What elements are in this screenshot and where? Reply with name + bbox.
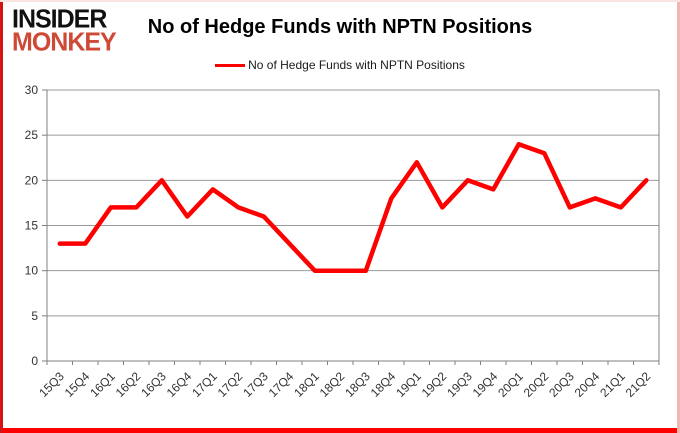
x-axis-label: 16Q1 — [87, 369, 118, 400]
x-axis-label: 17Q3 — [240, 369, 271, 400]
x-axis-label: 16Q2 — [113, 369, 144, 400]
legend-label: No of Hedge Funds with NPTN Positions — [248, 58, 465, 72]
logo-line2: MONKEY — [12, 27, 117, 57]
y-axis-label: 5 — [31, 309, 38, 323]
x-axis-label: 18Q2 — [317, 369, 348, 400]
y-axis-label: 10 — [25, 264, 39, 278]
y-axis-label: 15 — [25, 219, 39, 233]
x-axis-label: 15Q3 — [36, 369, 67, 400]
x-axis-label: 18Q1 — [291, 369, 322, 400]
legend-line-swatch — [215, 63, 246, 67]
x-axis-label: 21Q2 — [623, 369, 654, 400]
x-axis-label: 19Q1 — [393, 369, 424, 400]
x-axis-label: 17Q2 — [215, 369, 246, 400]
insider-monkey-logo: INSIDER MONKEY — [12, 4, 117, 57]
y-axis-label: 25 — [25, 128, 39, 142]
y-axis-label: 0 — [31, 354, 38, 368]
x-axis-label: 16Q4 — [164, 369, 195, 400]
x-axis-label: 20Q2 — [521, 369, 552, 400]
series-line — [57, 141, 649, 273]
x-axis-label: 19Q3 — [444, 369, 475, 400]
x-axis-label: 18Q4 — [368, 369, 399, 400]
x-axis-label: 15Q4 — [62, 369, 93, 400]
x-axis-label: 19Q2 — [419, 369, 450, 400]
x-axis-label: 20Q4 — [572, 369, 603, 400]
x-axis-label: 20Q1 — [495, 369, 526, 400]
x-axis-label: 16Q3 — [138, 369, 169, 400]
y-axis-label: 30 — [25, 83, 39, 97]
x-axis-label: 18Q3 — [342, 369, 373, 400]
y-axis-label: 20 — [25, 173, 39, 187]
logo-line1: INSIDER — [12, 4, 107, 34]
x-axis-label: 17Q4 — [266, 369, 297, 400]
x-axis-label: 17Q1 — [189, 369, 220, 400]
x-axis-label: 21Q1 — [597, 369, 628, 400]
chart-legend: No of Hedge Funds with NPTN Positions — [0, 58, 680, 72]
chart-title: No of Hedge Funds with NPTN Positions — [147, 16, 533, 38]
x-axis-label: 19Q4 — [470, 369, 501, 400]
x-axis-label: 20Q3 — [546, 369, 577, 400]
